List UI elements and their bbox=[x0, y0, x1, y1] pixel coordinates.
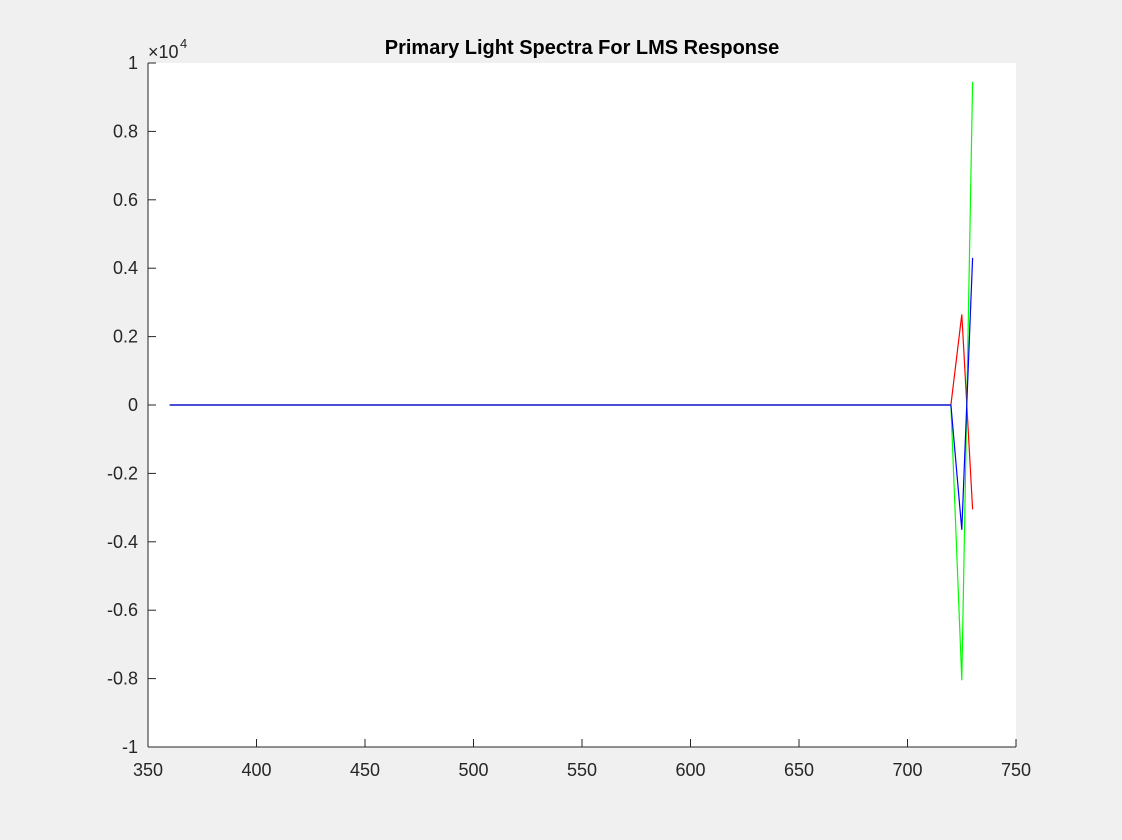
y-tick-label: 1 bbox=[128, 53, 138, 73]
x-tick-label: 750 bbox=[1001, 760, 1031, 780]
y-tick-label: -0.4 bbox=[107, 532, 138, 552]
y-exponent-value: 4 bbox=[180, 36, 187, 51]
x-tick-label: 550 bbox=[567, 760, 597, 780]
x-tick-label: 650 bbox=[784, 760, 814, 780]
x-tick-label: 700 bbox=[892, 760, 922, 780]
series-layer bbox=[169, 81, 974, 681]
y-tick-label: 0.8 bbox=[113, 121, 138, 141]
y-tick-label: 0 bbox=[128, 395, 138, 415]
y-tick-label: 0.4 bbox=[113, 258, 138, 278]
x-tick-label: 500 bbox=[458, 760, 488, 780]
svg-text:×10: ×10 bbox=[148, 42, 179, 62]
y-tick-label: 0.6 bbox=[113, 190, 138, 210]
y-tick-label: -0.8 bbox=[107, 669, 138, 689]
axes-layer: 350 400 450 500 550 600 650 700 750 -1 -0.8 -0.6 -0.… bbox=[107, 53, 1031, 780]
x-tick-label: 450 bbox=[350, 760, 380, 780]
x-tick-label: 600 bbox=[675, 760, 705, 780]
y-tick-label: -0.2 bbox=[107, 463, 138, 483]
x-tick-label: 350 bbox=[133, 760, 163, 780]
chart-title: Primary Light Spectra For LMS Response bbox=[385, 37, 780, 59]
x-tick-label: 400 bbox=[241, 760, 271, 780]
y-tick-label: -0.6 bbox=[107, 600, 138, 620]
y-exponent-label: ×10 4 bbox=[148, 36, 187, 62]
y-tick-label: 0.2 bbox=[113, 327, 138, 347]
series-line-3 bbox=[169, 257, 974, 530]
y-tick-label: -1 bbox=[122, 737, 138, 757]
